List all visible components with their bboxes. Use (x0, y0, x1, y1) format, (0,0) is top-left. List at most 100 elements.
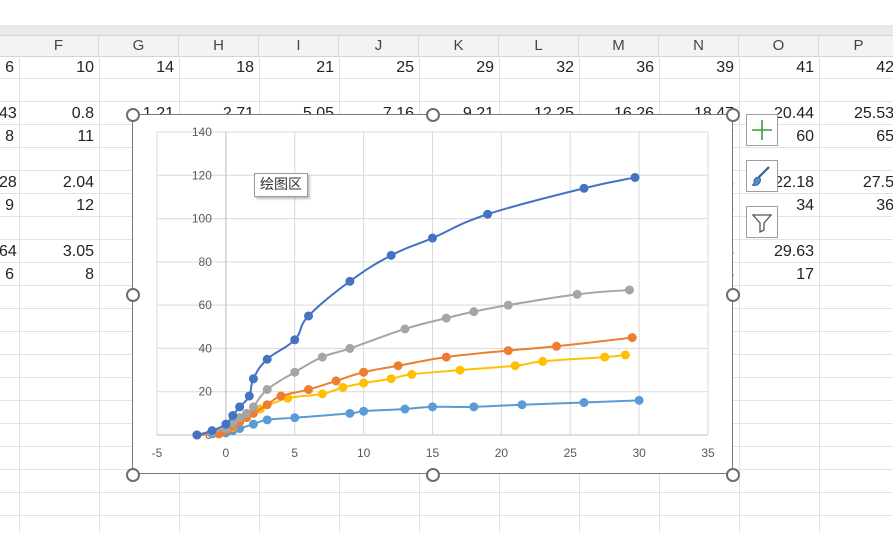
y-tick-label: 120 (192, 168, 212, 182)
column-header-k[interactable]: K (419, 36, 499, 56)
cell[interactable]: 20.44 (773, 105, 814, 122)
cell[interactable]: 8 (5, 128, 14, 145)
cell[interactable]: 60 (796, 128, 814, 145)
resize-handle-bottom-left[interactable] (126, 468, 140, 482)
cell[interactable]: 22.18 (773, 174, 814, 191)
cell[interactable]: 64 (0, 243, 17, 260)
chart-area[interactable]: -505101520253035020406080100120140 (132, 114, 733, 474)
data-point-series-2 (317, 352, 327, 362)
column-header-o[interactable]: O (739, 36, 819, 56)
series-line-1 (196, 176, 636, 436)
resize-handle-top-left[interactable] (126, 108, 140, 122)
column-header-p[interactable]: P (819, 36, 893, 56)
data-point-series-4 (407, 369, 417, 379)
chart-styles-button[interactable] (746, 160, 778, 192)
data-point-series-2 (248, 402, 258, 412)
cell[interactable]: 11 (77, 128, 94, 145)
data-point-series-5 (469, 402, 479, 412)
column-header-f[interactable]: F (19, 36, 99, 56)
brush-icon (751, 166, 770, 186)
cell[interactable]: 43 (0, 105, 17, 122)
x-tick-label: 10 (357, 446, 371, 460)
data-point-series-5 (634, 395, 644, 405)
x-tick-label: 20 (495, 446, 509, 460)
chart-filters-button[interactable] (746, 206, 778, 238)
resize-handle-bottom[interactable] (426, 468, 440, 482)
data-point-series-4 (620, 350, 630, 360)
column-header-m[interactable]: M (579, 36, 659, 56)
cell[interactable]: 29 (476, 59, 494, 76)
resize-handle-left[interactable] (126, 288, 140, 302)
column-header-h[interactable]: H (179, 36, 259, 56)
y-tick-label: 80 (199, 255, 213, 269)
cell[interactable]: 25 (396, 59, 414, 76)
cell[interactable]: 6 (5, 59, 14, 76)
cell[interactable]: 29.63 (773, 243, 814, 260)
cell[interactable]: 32 (556, 59, 574, 76)
cell[interactable]: 41 (796, 59, 814, 76)
resize-handle-bottom-right[interactable] (726, 468, 740, 482)
data-point-series-3 (627, 333, 637, 343)
data-point-series-2 (242, 408, 252, 418)
data-point-series-5 (579, 398, 589, 408)
cell[interactable]: 8 (85, 266, 94, 283)
data-point-series-1 (386, 250, 396, 260)
data-point-series-2 (469, 307, 479, 317)
cell[interactable]: 39 (716, 59, 734, 76)
data-point-series-2 (503, 300, 513, 310)
cell[interactable]: 10 (76, 59, 94, 76)
column-header-i[interactable]: I (259, 36, 339, 56)
chart-svg: -505101520253035020406080100120140 (152, 125, 715, 460)
cell[interactable] (819, 265, 893, 285)
cell[interactable]: 9 (5, 197, 14, 214)
cell[interactable]: 36 (636, 59, 654, 76)
grid-line (0, 78, 893, 79)
column-header-l[interactable]: L (499, 36, 579, 56)
cell[interactable]: 0.8 (71, 105, 94, 122)
x-tick-label: 35 (701, 446, 715, 460)
cell[interactable]: 34 (796, 197, 814, 214)
cell[interactable]: 12 (76, 197, 94, 214)
cell[interactable]: 25.53 (853, 105, 893, 122)
data-point-series-2 (400, 324, 410, 334)
column-header-j[interactable]: J (339, 36, 419, 56)
y-tick-label: 60 (199, 298, 213, 312)
resize-handle-top-right[interactable] (726, 108, 740, 122)
cell[interactable]: 42 (876, 59, 893, 76)
cell[interactable]: 21 (316, 59, 334, 76)
cell[interactable]: 27.5 (862, 174, 893, 191)
data-point-series-2 (624, 285, 634, 295)
cell[interactable]: 18 (236, 59, 254, 76)
plot-area-tooltip: 绘图区 (254, 173, 308, 197)
cell[interactable]: 3.05 (62, 243, 94, 260)
data-point-series-5 (428, 402, 437, 412)
filter-icon (751, 214, 773, 234)
cell[interactable]: 2.04 (62, 174, 94, 191)
data-point-series-5 (290, 413, 300, 423)
data-point-series-4 (510, 361, 520, 371)
column-header-n[interactable]: N (659, 36, 739, 56)
data-point-series-5 (345, 408, 355, 418)
resize-handle-right[interactable] (726, 288, 740, 302)
resize-handle-top[interactable] (426, 108, 440, 122)
cell[interactable]: 65 (876, 128, 893, 145)
data-point-series-3 (393, 361, 403, 371)
cell[interactable]: 36 (876, 197, 893, 214)
y-tick-label: 40 (199, 341, 213, 355)
chart-elements-button[interactable] (746, 114, 778, 146)
cell[interactable]: 28 (0, 174, 17, 191)
data-point-series-2 (572, 289, 582, 299)
data-point-series-4 (359, 378, 369, 388)
cell[interactable]: 17 (796, 266, 814, 283)
data-point-series-3 (262, 400, 272, 410)
data-point-series-3 (304, 385, 314, 395)
data-point-series-5 (517, 400, 527, 410)
cell[interactable] (819, 242, 893, 262)
y-tick-label: 20 (199, 385, 213, 399)
cell[interactable]: 6 (5, 266, 14, 283)
data-point-series-1 (304, 311, 314, 321)
grid-line (19, 56, 20, 533)
cell[interactable]: 14 (156, 59, 174, 76)
column-header-g[interactable]: G (99, 36, 179, 56)
